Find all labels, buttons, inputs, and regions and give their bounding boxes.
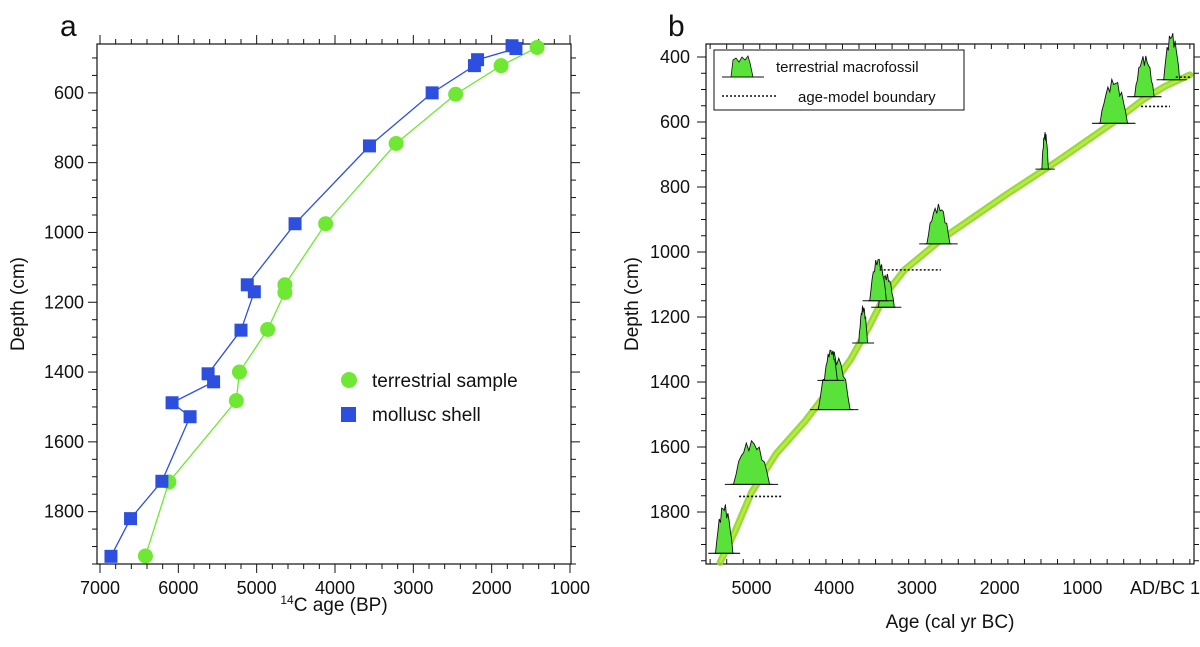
series-line-circle: [144, 46, 538, 557]
terrestrial-point: [277, 284, 293, 300]
mollusc-point: [247, 285, 261, 299]
b-y-tick-label: 400: [660, 47, 690, 67]
legend-macrofossil-swatch: [730, 55, 754, 78]
b-x-tick-label: 2000: [980, 578, 1020, 598]
panel-b-macrofossils: [708, 33, 1187, 554]
macrofossil-distribution: [1132, 55, 1157, 98]
panel-a-x-axis-title: 14C age (BP): [280, 593, 387, 616]
b-y-tick-label: 1400: [650, 372, 690, 392]
legend-macrofossil-label: terrestrial macrofossil: [776, 59, 919, 76]
macrofossil-distribution: [858, 305, 869, 344]
macrofossil-distribution: [867, 258, 889, 302]
panel-b-ticks: [697, 44, 1200, 564]
b-y-tick-label: 800: [660, 177, 690, 197]
terrestrial-point: [137, 548, 153, 564]
panel-a-ticks: [88, 35, 580, 573]
a-y-tick-label: 1600: [44, 432, 84, 452]
panel-b-boundaries: [739, 76, 1190, 498]
mollusc-point: [509, 42, 523, 56]
terrestrial-point: [228, 393, 244, 409]
b-x-tick-label: AD/BC 1: [1130, 578, 1200, 598]
a-x-tick-label: 7000: [80, 578, 120, 598]
a-x-tick-label: 3000: [393, 578, 433, 598]
legend-mollusc-marker: [341, 407, 356, 422]
macrofossil-distribution: [730, 439, 774, 485]
panel-b-y-axis-title: Depth (cm): [622, 257, 643, 351]
b-y-tick-label: 600: [660, 112, 690, 132]
macrofossil-distribution: [713, 504, 736, 554]
terrestrial-point: [231, 364, 247, 380]
a-y-tick-label: 1400: [44, 362, 84, 382]
panel-a-x-axis-title-main: C age (BP): [294, 595, 388, 616]
mollusc-point: [467, 59, 481, 73]
mollusc-point: [165, 396, 179, 410]
a-x-tick-label: 6000: [158, 578, 198, 598]
terrestrial-point: [448, 86, 464, 102]
mollusc-point: [207, 375, 221, 389]
b-x-tick-label: 5000: [731, 578, 771, 598]
age-model-center: [718, 73, 1191, 563]
b-x-tick-label: 4000: [814, 578, 854, 598]
macrofossil-distribution: [823, 349, 840, 381]
panel-b-tick-labels: 5000 4000 3000 2000 1000 AD/BC 1 400 600 800 1000…: [650, 47, 1200, 598]
panel-b-letter: b: [668, 10, 685, 43]
panel-a-chart: a 7000 6000 5000 4000 3000 2000 1000 600 800 1000…: [8, 10, 590, 616]
mollusc-point: [104, 549, 118, 563]
mollusc-point: [288, 217, 302, 231]
b-y-tick-label: 1000: [650, 242, 690, 262]
panel-a-tick-labels: 7000 6000 5000 4000 3000 2000 1000 600 800 1000 12…: [44, 83, 590, 598]
a-y-tick-label: 600: [54, 83, 84, 103]
panel-a-frame: [96, 43, 572, 565]
a-y-tick-label: 1000: [44, 222, 84, 242]
a-y-tick-label: 800: [54, 153, 84, 173]
panel-b-chart: b 5000 4000 3000 2000 1000 AD/BC 1 400 600 800 10…: [622, 10, 1200, 633]
panel-b-frame: [705, 43, 1195, 565]
panel-a-legend: terrestrial sample mollusc shell: [341, 371, 518, 426]
a-x-tick-label: 2000: [472, 578, 512, 598]
panel-a-x-axis-title-sup: 14: [280, 593, 294, 607]
legend-boundary-label: age-model boundary: [798, 89, 936, 106]
terrestrial-point: [493, 58, 509, 74]
mollusc-point: [234, 323, 248, 337]
a-y-tick-label: 1800: [44, 502, 84, 522]
legend-mollusc-label: mollusc shell: [372, 405, 481, 426]
b-y-tick-label: 1600: [650, 437, 690, 457]
a-x-tick-label: 4000: [315, 578, 355, 598]
a-y-tick-label: 1200: [44, 292, 84, 312]
legend-terrestrial-label: terrestrial sample: [372, 371, 518, 392]
terrestrial-point: [260, 321, 276, 337]
panel-b-x-axis-title: Age (cal yr BC): [886, 612, 1015, 633]
a-x-tick-label: 1000: [550, 578, 590, 598]
mollusc-point: [124, 512, 138, 526]
macrofossil-distribution: [924, 203, 952, 245]
mollusc-point: [362, 139, 376, 153]
panel-a-series: [104, 39, 545, 564]
panel-a-letter: a: [60, 10, 77, 43]
b-x-tick-label: 3000: [897, 578, 937, 598]
panel-b-age-model: [716, 71, 1194, 566]
age-model-band: [716, 71, 1194, 566]
legend-terrestrial-marker: [341, 372, 357, 388]
a-x-tick-label: 5000: [237, 578, 277, 598]
terrestrial-point: [529, 39, 545, 55]
b-y-tick-label: 1800: [650, 502, 690, 522]
panel-a-y-axis-title: Depth (cm): [8, 257, 29, 351]
mollusc-point: [183, 410, 197, 424]
macrofossil-distribution: [1161, 33, 1182, 81]
macrofossil-distribution: [1040, 132, 1051, 170]
mollusc-point: [155, 474, 169, 488]
panel-b-legend: terrestrial macrofossil age-model bounda…: [713, 49, 965, 111]
mollusc-point: [425, 86, 439, 100]
terrestrial-point: [318, 216, 334, 232]
macrofossil-distribution: [1098, 77, 1130, 124]
b-y-tick-label: 1200: [650, 307, 690, 327]
b-x-tick-label: 1000: [1062, 578, 1102, 598]
panel-b-legend-box: [713, 49, 965, 111]
terrestrial-point: [388, 135, 404, 151]
